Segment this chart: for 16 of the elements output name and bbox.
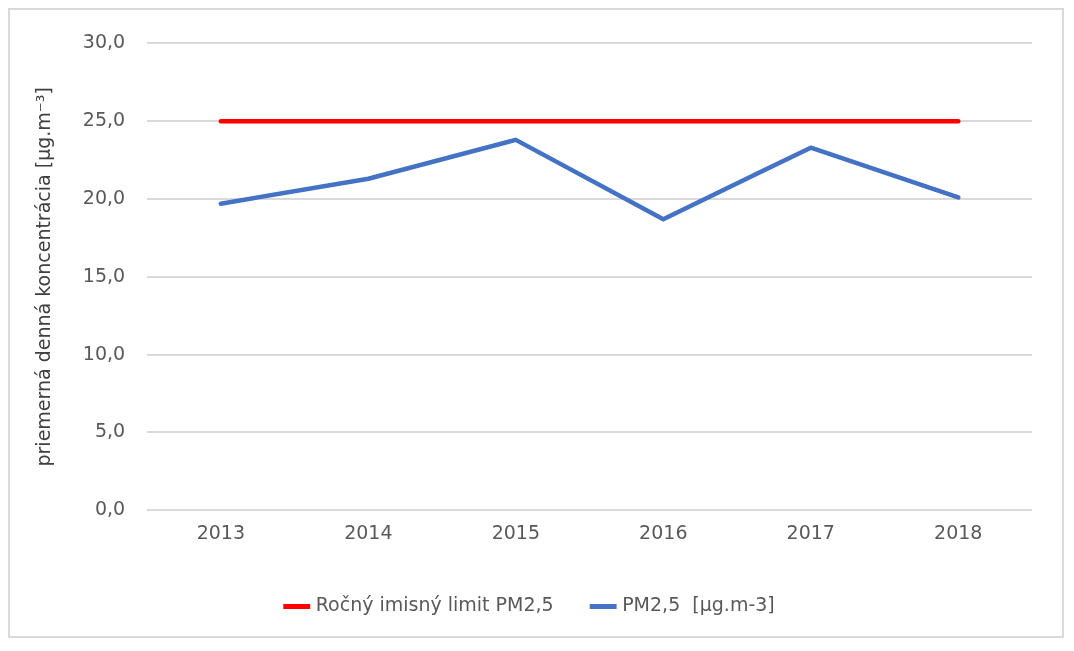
x-tick-label: 2013	[196, 520, 246, 543]
y-tick-label: 30,0	[82, 30, 126, 53]
x-tick-label: 2014	[344, 520, 393, 543]
legend-label: PM2,5 [µg.m-3]	[622, 593, 775, 616]
x-tick-label: 2018	[934, 520, 983, 543]
legend-label: Ročný imisný limit PM2,5	[315, 593, 554, 616]
x-tick-label: 2016	[639, 520, 688, 543]
x-tick-label: 2017	[786, 520, 835, 543]
y-tick-label: 15,0	[82, 263, 126, 286]
y-tick-label: 10,0	[82, 341, 126, 364]
y-tick-label: 20,0	[82, 185, 126, 208]
x-tick-label: 2015	[491, 520, 540, 543]
y-tick-label: 0,0	[94, 497, 126, 520]
y-tick-label: 25,0	[82, 108, 126, 131]
y-tick-label: 5,0	[94, 419, 126, 442]
y-axis-title: priemerná denná koncentrácia [µg.m⁻³]	[32, 87, 55, 467]
